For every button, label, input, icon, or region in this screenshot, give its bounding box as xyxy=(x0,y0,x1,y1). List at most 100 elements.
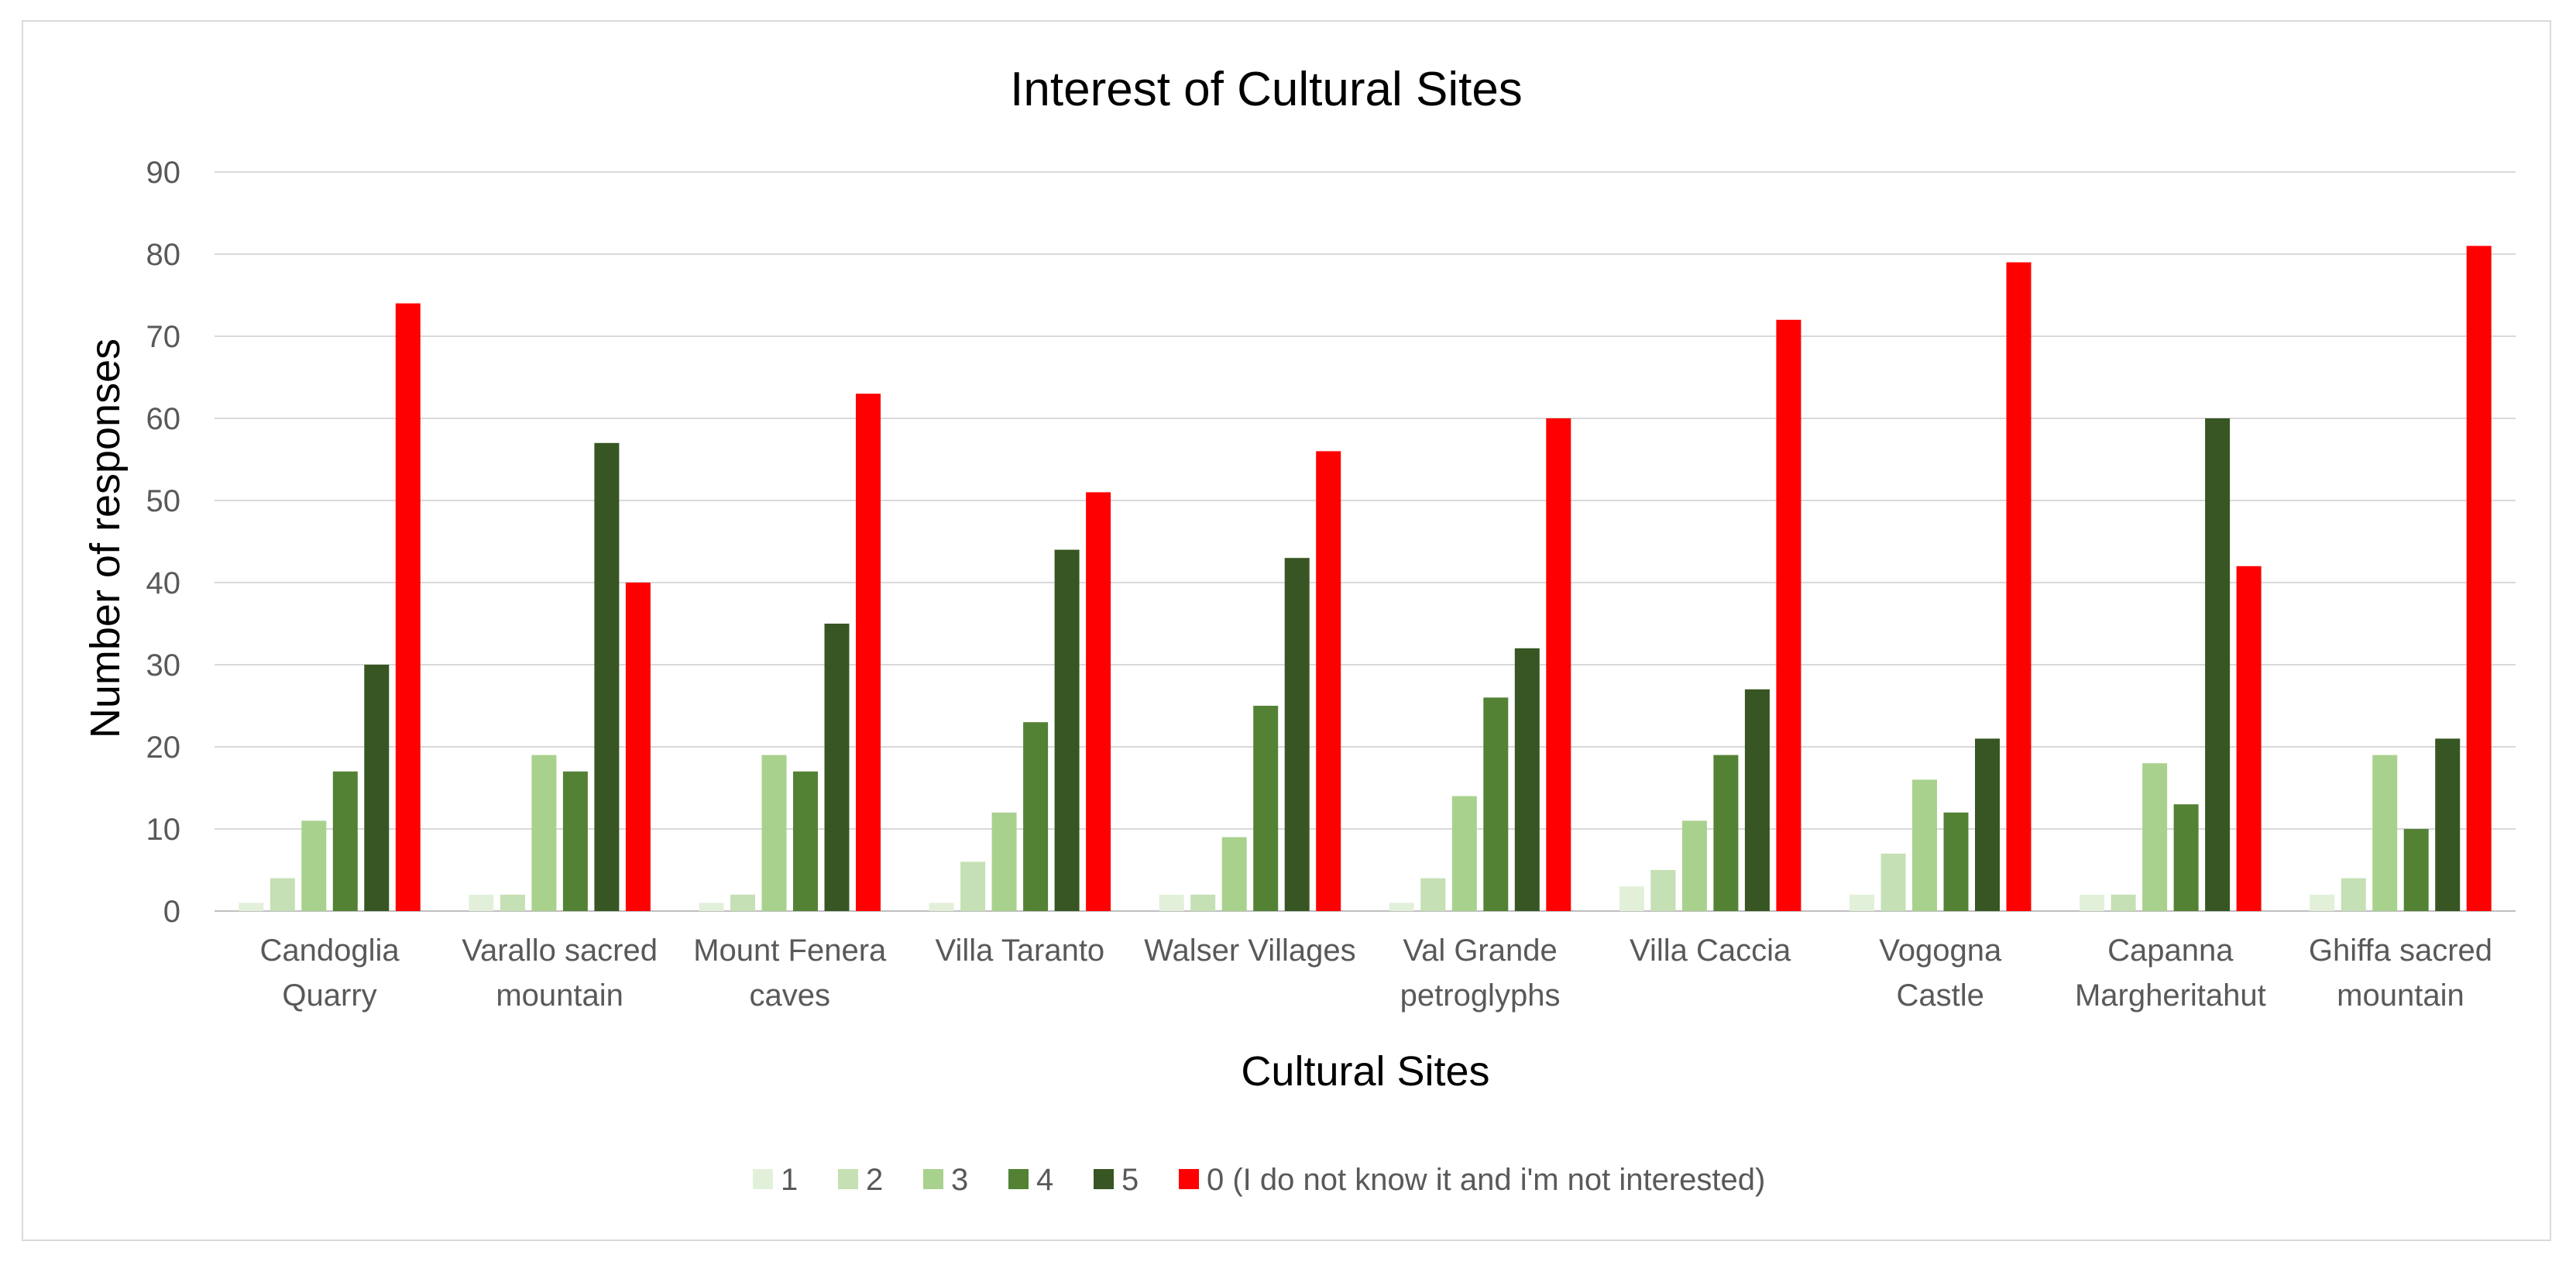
bar-chart: 0 10 20 30 40 50 60 70 80 90 Candoglia Quarry Varal… xyxy=(82,63,2516,1197)
bar xyxy=(2310,894,2335,911)
bar xyxy=(2372,755,2398,911)
y-tick-label: 90 xyxy=(146,156,181,190)
bar xyxy=(239,903,264,911)
x-tick-label: Candoglia Quarry xyxy=(259,934,400,1013)
bar xyxy=(730,894,755,911)
x-tick-label: Walser Villages xyxy=(1144,934,1355,968)
bar xyxy=(824,624,850,911)
x-tick-label: Vogogna Castle xyxy=(1879,934,2002,1013)
x-tick-label: Villa Taranto xyxy=(936,934,1105,968)
x-tick-label: Varallo sacred mountain xyxy=(462,934,658,1013)
legend-item: 3 xyxy=(923,1163,968,1197)
legend-swatch xyxy=(1094,1169,1114,1189)
bar xyxy=(793,771,818,911)
bar xyxy=(1850,894,1874,911)
y-tick-label: 20 xyxy=(146,731,181,765)
bars xyxy=(239,246,2492,912)
legend-item: 4 xyxy=(1008,1163,1053,1197)
bar xyxy=(2435,738,2461,911)
bar xyxy=(364,665,390,911)
legend-swatch xyxy=(923,1169,943,1189)
legend: 1 2 3 4 5 0 (I do not know it and i'm not int… xyxy=(753,1163,1765,1197)
x-tick-label: Capanna Margheritahut xyxy=(2075,934,2266,1013)
x-tick-label: Mount Fenera caves xyxy=(693,934,887,1013)
bar xyxy=(1776,319,1801,911)
y-axis-ticks: 0 10 20 30 40 50 60 70 80 90 xyxy=(146,156,181,929)
bar xyxy=(469,894,494,911)
y-tick-label: 70 xyxy=(146,320,181,354)
gridlines xyxy=(215,171,2516,912)
legend-item: 5 xyxy=(1094,1163,1139,1197)
bar xyxy=(1912,779,1937,911)
bar xyxy=(625,583,651,911)
bar xyxy=(1023,722,1049,911)
bar xyxy=(594,442,620,911)
y-tick-label: 80 xyxy=(146,238,181,272)
bar xyxy=(2111,894,2136,911)
bar xyxy=(699,903,724,911)
bar xyxy=(960,861,986,911)
legend-swatch xyxy=(1179,1169,1199,1189)
bar xyxy=(1389,903,1414,911)
legend-item: 2 xyxy=(838,1163,883,1197)
bar xyxy=(2466,246,2492,911)
bar xyxy=(332,771,358,911)
bar xyxy=(2080,894,2105,911)
bar xyxy=(1483,697,1509,911)
y-tick-label: 30 xyxy=(146,648,181,683)
bar xyxy=(531,755,557,911)
bar xyxy=(1943,812,1969,911)
chart-title: Interest of Cultural Sites xyxy=(1010,63,1523,116)
bar xyxy=(2403,829,2429,911)
y-tick-label: 60 xyxy=(146,402,181,436)
legend-label: 0 (I do not know it and i'm not interest… xyxy=(1207,1163,1765,1197)
bar xyxy=(856,394,881,911)
y-axis-title: Number of responses xyxy=(82,339,129,738)
bar xyxy=(1159,894,1184,911)
x-axis-labels: Candoglia Quarry Varallo sacred mountain Mou… xyxy=(259,934,2492,1013)
bar xyxy=(2341,878,2366,911)
y-tick-label: 0 xyxy=(163,895,180,929)
bar xyxy=(270,878,295,911)
bar xyxy=(1880,853,1906,911)
bar xyxy=(1713,755,1739,911)
bar xyxy=(1086,492,1111,911)
legend-label: 2 xyxy=(866,1163,883,1197)
legend-label: 1 xyxy=(781,1163,798,1197)
legend-swatch xyxy=(753,1169,773,1189)
bar xyxy=(1420,878,1446,911)
bar xyxy=(1619,886,1644,911)
bar xyxy=(301,820,327,911)
bar xyxy=(1975,738,2000,911)
legend-label: 4 xyxy=(1036,1163,1053,1197)
x-tick-label: Villa Caccia xyxy=(1630,934,1791,968)
bar xyxy=(500,894,525,911)
y-tick-label: 40 xyxy=(146,566,181,600)
bar xyxy=(2173,804,2199,911)
bar xyxy=(395,303,421,912)
chart-area: 0 10 20 30 40 50 60 70 80 90 Candoglia Quarry Varal… xyxy=(22,20,2551,1241)
bar xyxy=(2006,262,2032,912)
bar xyxy=(1744,689,1770,911)
x-tick-label: Val Grande petroglyphs xyxy=(1400,934,1561,1013)
bar xyxy=(1546,418,1571,911)
legend-item: 1 xyxy=(753,1163,798,1197)
bar xyxy=(1514,648,1540,911)
bar xyxy=(1253,706,1279,911)
bar xyxy=(1221,837,1247,911)
legend-label: 5 xyxy=(1121,1163,1139,1197)
bar xyxy=(2236,566,2262,911)
bar xyxy=(1316,451,1341,911)
bar xyxy=(991,812,1017,911)
legend-swatch xyxy=(1008,1169,1029,1189)
bar xyxy=(2142,763,2168,911)
legend-swatch xyxy=(838,1169,858,1189)
bar xyxy=(2205,418,2231,911)
bar xyxy=(929,903,954,911)
y-tick-label: 50 xyxy=(146,484,181,518)
bar xyxy=(562,771,588,911)
bar xyxy=(1054,549,1080,911)
bar xyxy=(1681,820,1707,911)
y-tick-label: 10 xyxy=(146,813,181,847)
bar xyxy=(1284,558,1310,911)
